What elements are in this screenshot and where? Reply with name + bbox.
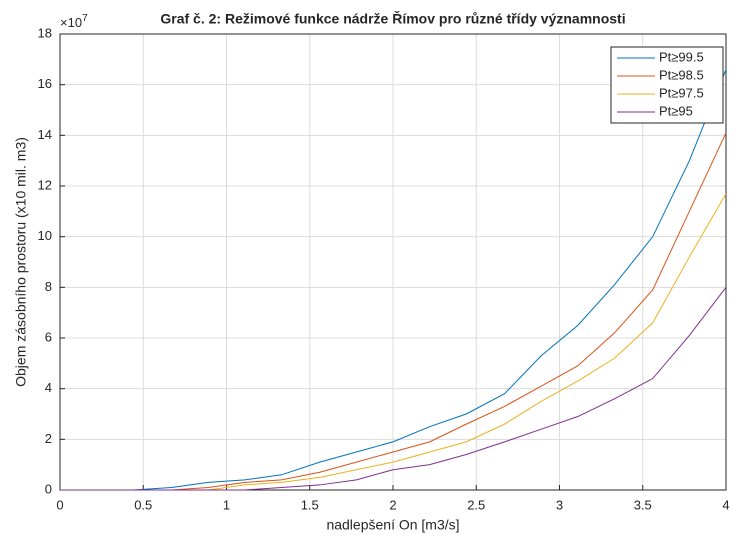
y-tick-label: 16 (38, 76, 52, 91)
legend-label: Pt≥98.5 (659, 67, 704, 82)
x-axis-label: nadlepšení On [m3/s] (326, 517, 459, 533)
y-tick-label: 12 (38, 177, 52, 192)
series-line (60, 287, 727, 491)
y-tick-label: 10 (38, 228, 52, 243)
multiplier-exponent: 7 (82, 13, 88, 24)
legend-box (610, 46, 724, 124)
x-tick-label: 0.5 (134, 497, 152, 512)
x-tick-label: 0 (56, 497, 63, 512)
chart-title: Graf č. 2: Režimové funkce nádrže Římov … (160, 10, 625, 27)
series-line (60, 69, 727, 491)
y-multiplier: ×107 (60, 13, 88, 31)
x-tick-label: 3.5 (634, 497, 652, 512)
axes-box (59, 33, 727, 491)
y-tick-label: 8 (45, 279, 52, 294)
x-tick-label: 4 (722, 497, 729, 512)
x-tick-label: 2.5 (467, 497, 485, 512)
y-tick-label: 2 (45, 431, 52, 446)
legend-label: Pt≥97.5 (659, 85, 704, 100)
legend-label: Pt≥99.5 (659, 49, 704, 64)
x-tick-label: 1 (223, 497, 230, 512)
y-tick-label: 0 (45, 481, 52, 496)
x-tick-label: 1.5 (301, 497, 319, 512)
y-axis-label: Objem zásobního prostoru (x10 mil. m3) (13, 137, 29, 387)
multiplier-base: ×10 (60, 15, 82, 30)
y-tick-label: 18 (38, 25, 52, 40)
y-tick-label: 4 (45, 380, 52, 395)
x-tick-label: 3 (556, 497, 563, 512)
y-tick-label: 6 (45, 329, 52, 344)
x-tick-label: 2 (389, 497, 396, 512)
y-tick-label: 14 (38, 127, 52, 142)
legend-label: Pt≥95 (659, 103, 693, 118)
